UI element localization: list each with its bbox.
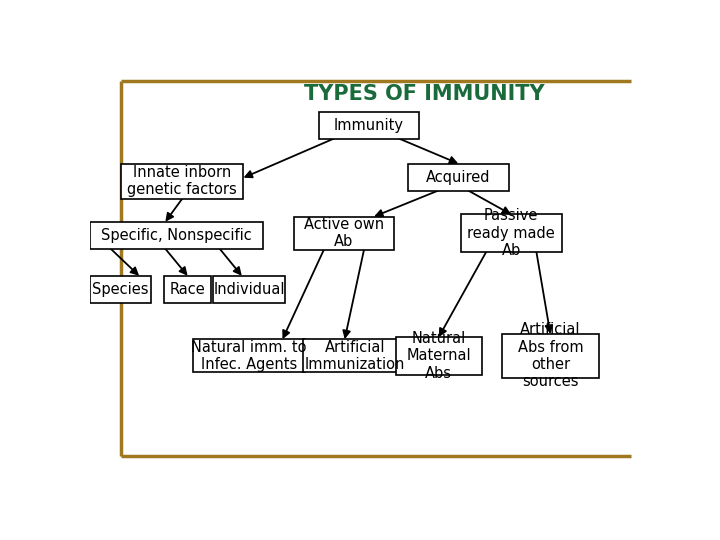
Text: Innate inborn
genetic factors: Innate inborn genetic factors (127, 165, 237, 198)
Text: Acquired: Acquired (426, 170, 490, 185)
Text: Race: Race (170, 282, 205, 297)
Text: Natural
Maternal
Abs: Natural Maternal Abs (406, 331, 471, 381)
Text: Active own
Ab: Active own Ab (304, 217, 384, 249)
Text: TYPES OF IMMUNITY: TYPES OF IMMUNITY (305, 84, 545, 104)
Text: Artificial
Abs from
other
sources: Artificial Abs from other sources (518, 322, 583, 389)
FancyBboxPatch shape (319, 112, 419, 139)
FancyBboxPatch shape (294, 217, 394, 250)
FancyBboxPatch shape (121, 164, 243, 199)
FancyBboxPatch shape (408, 164, 508, 191)
Text: Specific, Nonspecific: Specific, Nonspecific (101, 228, 252, 243)
FancyBboxPatch shape (164, 276, 212, 303)
FancyBboxPatch shape (461, 214, 562, 252)
Text: Artificial
Immunization: Artificial Immunization (305, 340, 405, 372)
Text: Passive
ready made
Ab: Passive ready made Ab (467, 208, 555, 258)
Text: Immunity: Immunity (334, 118, 404, 133)
Text: Natural imm. to
Infec. Agents: Natural imm. to Infec. Agents (192, 340, 307, 372)
FancyBboxPatch shape (213, 276, 285, 303)
FancyBboxPatch shape (395, 337, 482, 375)
FancyBboxPatch shape (502, 334, 599, 377)
FancyBboxPatch shape (303, 339, 407, 373)
FancyBboxPatch shape (193, 339, 305, 373)
Text: Individual: Individual (213, 282, 285, 297)
FancyBboxPatch shape (90, 222, 263, 249)
FancyBboxPatch shape (90, 276, 151, 303)
Text: Species: Species (92, 282, 149, 297)
